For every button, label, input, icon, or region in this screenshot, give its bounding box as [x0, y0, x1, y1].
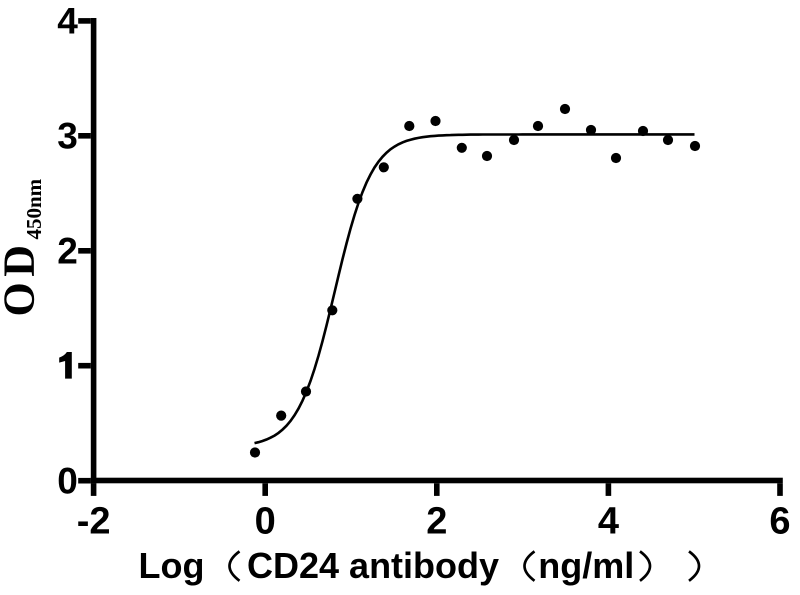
- svg-text:OD450nm: OD450nm: [0, 178, 46, 316]
- svg-text:6: 6: [769, 501, 790, 543]
- svg-text:-2: -2: [77, 501, 111, 543]
- svg-text:4: 4: [57, 1, 78, 42]
- svg-text:3: 3: [57, 116, 78, 157]
- svg-text:4: 4: [598, 501, 619, 543]
- svg-text:2: 2: [57, 231, 78, 272]
- svg-text:0: 0: [255, 501, 276, 543]
- svg-text:0: 0: [57, 461, 78, 502]
- svg-text:2: 2: [426, 501, 447, 543]
